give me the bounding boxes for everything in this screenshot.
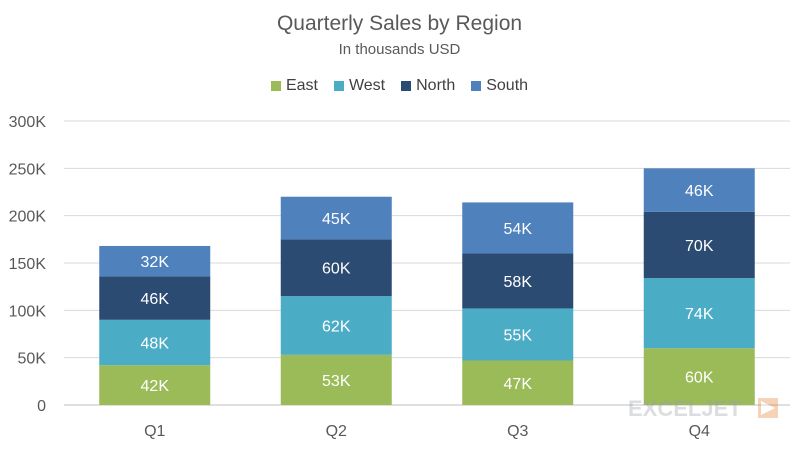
- bar-east-q3: [462, 360, 574, 405]
- exceljet-logo: EXCELJET: [628, 396, 778, 421]
- legend-item-north: North: [401, 77, 455, 95]
- y-tick-label: 50K: [18, 351, 47, 368]
- logo-mark: [758, 398, 778, 418]
- bar-north-q3: [462, 253, 574, 309]
- data-label: 74K: [685, 306, 714, 323]
- x-tick-label: Q2: [326, 423, 347, 440]
- legend-item-east: East: [270, 77, 318, 95]
- logo-arrow: [761, 401, 775, 415]
- legend-item-south: South: [471, 77, 528, 95]
- data-label: 47K: [504, 376, 533, 393]
- bar-north-q1: [99, 276, 211, 320]
- data-label: 55K: [504, 327, 533, 344]
- legend-label-north: North: [416, 77, 456, 94]
- data-label: 62K: [322, 318, 351, 335]
- legend-label-west: West: [348, 77, 386, 94]
- legend-swatch-east: [270, 81, 281, 91]
- bar-east-q4: [643, 348, 755, 405]
- data-label: 60K: [685, 370, 714, 387]
- data-label: 53K: [322, 373, 351, 390]
- chart-subtitle: In thousands USD: [338, 41, 461, 58]
- bar-west-q3: [462, 308, 574, 361]
- legend-item-west: West: [333, 77, 386, 95]
- x-axis: Q1 Q2 Q3 Q4: [144, 423, 710, 440]
- bar-east-q1: [99, 365, 211, 405]
- data-label: 45K: [322, 211, 351, 228]
- y-tick-label: 200K: [9, 209, 47, 226]
- data-label: 54K: [504, 221, 533, 238]
- data-labels: 42K 48K 46K 32K 53K 62K 60K 45K 47K 55K 58K 54K 60K 7…: [141, 183, 714, 395]
- legend-label-south: South: [486, 77, 529, 94]
- data-label: 70K: [685, 238, 714, 255]
- data-label: 32K: [141, 254, 170, 271]
- legend-swatch-south: [471, 81, 482, 91]
- bar-south-q3: [462, 202, 574, 254]
- legend-swatch-north: [401, 81, 412, 91]
- chart-title: Quarterly Sales by Region: [276, 12, 523, 35]
- y-tick-label: 150K: [9, 256, 47, 273]
- bars: [99, 168, 755, 405]
- legend-label-east: East: [285, 77, 318, 94]
- bar-west-q4: [643, 278, 755, 349]
- legend: East West North South: [0, 77, 799, 95]
- x-tick-label: Q1: [144, 423, 165, 440]
- data-label: 58K: [504, 274, 533, 291]
- bar-west-q1: [99, 319, 211, 366]
- data-label: 48K: [141, 336, 170, 353]
- y-tick-label: 250K: [9, 161, 47, 178]
- bar-west-q2: [280, 296, 392, 355]
- bar-south-q1: [99, 245, 211, 277]
- data-label: 42K: [141, 378, 170, 395]
- data-label: 60K: [322, 261, 351, 278]
- watermark-text: EXCELJET: [628, 396, 742, 421]
- bar-south-q2: [280, 196, 392, 240]
- bar-south-q4: [643, 168, 755, 212]
- bar-north-q4: [643, 211, 755, 279]
- data-label: 46K: [685, 183, 714, 200]
- data-label: 46K: [141, 291, 170, 308]
- y-tick-label: 300K: [9, 114, 47, 131]
- y-tick-label: 100K: [9, 303, 47, 320]
- y-axis: 0 50K 100K 150K 200K 250K 300K: [9, 114, 47, 415]
- y-tick-label: 0: [37, 398, 46, 415]
- bar-east-q2: [280, 354, 392, 405]
- legend-swatch-west: [333, 81, 344, 91]
- bar-north-q2: [280, 239, 392, 297]
- x-tick-label: Q3: [507, 423, 528, 440]
- x-tick-label: Q4: [689, 423, 710, 440]
